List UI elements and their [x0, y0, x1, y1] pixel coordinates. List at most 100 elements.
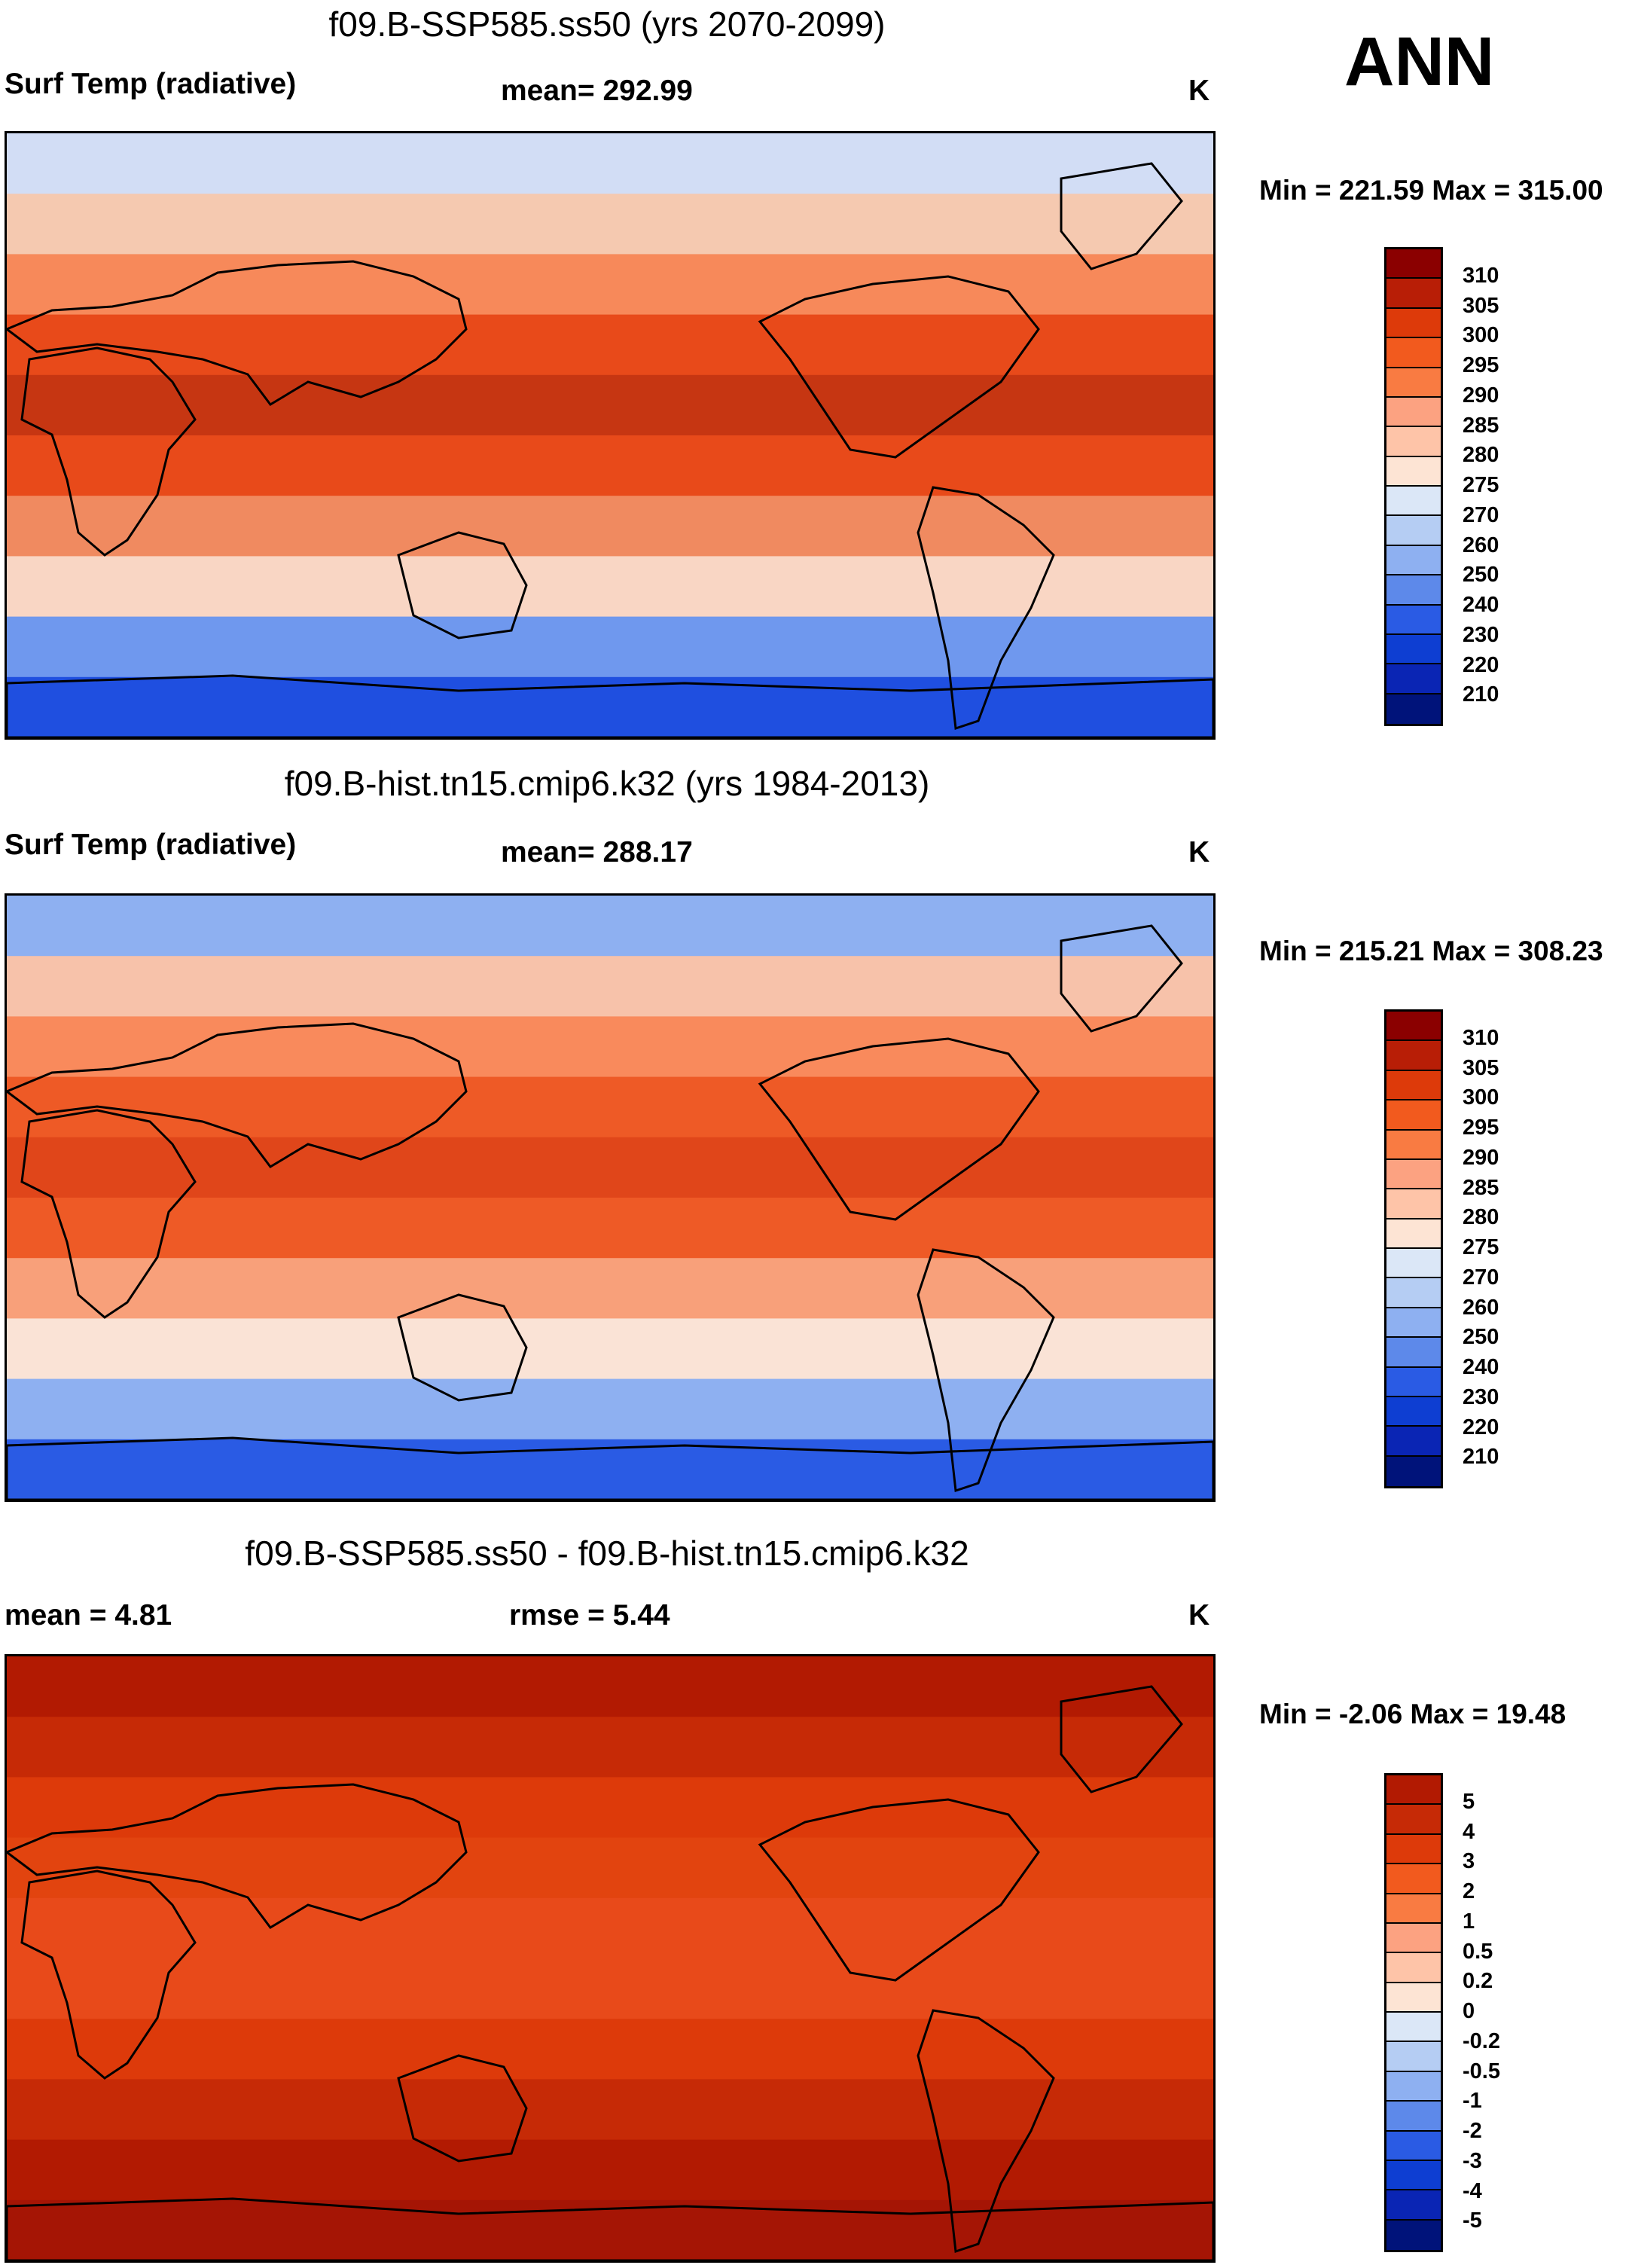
panel2-colorbar-ticks: 310 305 300 295 290 285 280 275 270 260 250 240 230 2… — [1463, 1009, 1576, 1488]
colorbar-tick-label: 2 — [1463, 1879, 1475, 1903]
colorbar-box — [1386, 1070, 1441, 1101]
colorbar-box — [1386, 1249, 1441, 1279]
colorbar-tick-label: 305 — [1463, 293, 1499, 318]
colorbar-tick-label: 220 — [1463, 1415, 1499, 1439]
panel3-title: f09.B-SSP585.ss50 - f09.B-hist.tn15.cmip… — [245, 1534, 969, 1573]
colorbar-box — [1386, 545, 1441, 576]
coastline — [397, 1293, 528, 1402]
colorbar-tick-label: -1 — [1463, 2089, 1482, 2114]
panel2-map — [5, 893, 1216, 1502]
panel3-minmax-label: Min = -2.06 Max = 19.48 — [1259, 1699, 1566, 1729]
latitude-band — [7, 1837, 1213, 1899]
latitude-band — [7, 254, 1213, 316]
colorbar-box — [1386, 1041, 1441, 1071]
latitude-band — [7, 1137, 1213, 1198]
colorbar-tick-label: 0.2 — [1463, 1969, 1493, 1994]
colorbar-tick-label: 240 — [1463, 593, 1499, 617]
colorbar-box — [1386, 427, 1441, 457]
colorbar-tick-label: -2 — [1463, 2119, 1482, 2143]
colorbar-tick-label: 4 — [1463, 1819, 1475, 1844]
panel2-mean-label: mean= 288.17 — [501, 836, 693, 868]
panel1-units-label: K — [1188, 75, 1210, 107]
colorbar-box — [1386, 456, 1441, 487]
colorbar-tick-label: 240 — [1463, 1355, 1499, 1379]
colorbar-tick-label: 210 — [1463, 682, 1499, 707]
latitude-band — [7, 314, 1213, 376]
latitude-band — [7, 194, 1213, 255]
coastline — [7, 1022, 468, 1168]
latitude-band — [7, 1198, 1213, 1259]
panel1-mean-label: mean= 292.99 — [501, 75, 693, 107]
colorbar-tick-label: 280 — [1463, 443, 1499, 468]
colorbar-tick-label: 285 — [1463, 1175, 1499, 1200]
colorbar-box — [1386, 279, 1441, 309]
panel1-map — [5, 131, 1216, 740]
coastline — [758, 275, 1040, 459]
colorbar-box — [1386, 1159, 1441, 1190]
colorbar-tick-label: 310 — [1463, 263, 1499, 288]
colorbar-tick-label: 310 — [1463, 1025, 1499, 1050]
latitude-band — [7, 956, 1213, 1018]
colorbar-box — [1386, 1130, 1441, 1160]
coastline — [758, 1037, 1040, 1221]
panel3-colorbar-ticks: 5 4 3 2 1 0.5 0.2 0 -0.2 -0.5 -1 -2 -3 -4 -5 — [1463, 1773, 1576, 2252]
latitude-band — [7, 1016, 1213, 1078]
colorbar-box — [1386, 1983, 1441, 2013]
colorbar-box — [1386, 516, 1441, 546]
colorbar-box — [1386, 1894, 1441, 1924]
colorbar-box — [1386, 1278, 1441, 1308]
coastline — [20, 1109, 197, 1319]
colorbar-tick-label: 260 — [1463, 533, 1499, 557]
colorbar-tick-label: 285 — [1463, 413, 1499, 438]
colorbar-tick-label: 220 — [1463, 652, 1499, 677]
colorbar-box — [1386, 2160, 1441, 2191]
colorbar-box — [1386, 2102, 1441, 2132]
latitude-band — [7, 496, 1213, 557]
colorbar-tick-label: 290 — [1463, 383, 1499, 408]
coastline — [1060, 924, 1183, 1033]
colorbar-box — [1386, 2042, 1441, 2072]
latitude-band — [7, 1897, 1213, 1959]
coastline — [1060, 162, 1183, 270]
latitude-band — [7, 133, 1213, 195]
colorbar-tick-label: 305 — [1463, 1055, 1499, 1080]
colorbar-box — [1386, 575, 1441, 606]
colorbar-tick-label: 280 — [1463, 1205, 1499, 1230]
coastline — [20, 1870, 197, 2080]
colorbar-box — [1386, 694, 1441, 724]
colorbar-box — [1386, 2071, 1441, 2102]
colorbar-box — [1386, 1338, 1441, 1368]
colorbar-tick-label: 275 — [1463, 1235, 1499, 1259]
colorbar-box — [1386, 1775, 1441, 1806]
latitude-band — [7, 556, 1213, 618]
latitude-band — [7, 435, 1213, 497]
colorbar-box — [1386, 1923, 1441, 1954]
latitude-band — [7, 2019, 1213, 2080]
colorbar-tick-label: 5 — [1463, 1789, 1475, 1814]
colorbar-tick-label: 250 — [1463, 563, 1499, 588]
colorbar-box — [1386, 1805, 1441, 1835]
panel1-colorbar-ticks: 310 305 300 295 290 285 280 275 270 260 250 240 230 2… — [1463, 247, 1576, 726]
coastline — [397, 531, 528, 639]
latitude-band — [7, 1717, 1213, 1778]
latitude-band — [7, 616, 1213, 678]
panel2-variable-label: Surf Temp (radiative) — [5, 829, 297, 861]
colorbar-tick-label: 0 — [1463, 1999, 1475, 2023]
panel2-map-canvas — [7, 896, 1213, 1500]
latitude-band — [7, 1777, 1213, 1839]
colorbar-tick-label: -3 — [1463, 2148, 1482, 2173]
colorbar-box — [1386, 605, 1441, 635]
colorbar-box — [1386, 1427, 1441, 1457]
colorbar-box — [1386, 368, 1441, 398]
season-label: ANN — [1344, 23, 1495, 100]
colorbar-box — [1386, 2190, 1441, 2221]
coastline — [7, 260, 468, 406]
colorbar-box — [1386, 1834, 1441, 1865]
colorbar-tick-label: 270 — [1463, 502, 1499, 527]
colorbar-tick-label: 270 — [1463, 1265, 1499, 1290]
panel1-variable-label: Surf Temp (radiative) — [5, 68, 297, 100]
colorbar-box — [1386, 1864, 1441, 1894]
panel2-units-label: K — [1188, 836, 1210, 868]
colorbar-box — [1386, 308, 1441, 339]
panel1-minmax-label: Min = 221.59 Max = 315.00 — [1259, 175, 1603, 206]
